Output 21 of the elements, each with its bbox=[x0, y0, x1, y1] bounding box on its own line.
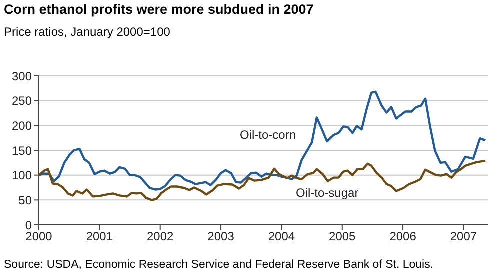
chart-title: Corn ethanol profits were more subdued in 2007 bbox=[4, 2, 314, 17]
source-note: Source: USDA, Economic Research Service and Federal Reserve Bank of St. Louis. bbox=[4, 259, 434, 271]
x-tick-label: 2005 bbox=[329, 230, 356, 244]
y-tick-label: 200 bbox=[12, 118, 32, 133]
x-tick-label: 2002 bbox=[147, 230, 174, 244]
y-tick-label: 100 bbox=[12, 168, 32, 183]
x-tick-label: 2004 bbox=[268, 230, 296, 244]
y-tick-label: 250 bbox=[12, 94, 32, 108]
line-series bbox=[39, 160, 487, 202]
chart-subtitle: Price ratios, January 2000=100 bbox=[4, 25, 170, 39]
y-tick-label: 150 bbox=[12, 144, 32, 158]
y-tick-label: 0 bbox=[25, 218, 32, 232]
x-tick-label: 2006 bbox=[390, 230, 417, 244]
x-tick-label: 2003 bbox=[208, 230, 235, 244]
series-label: Oil-to-corn bbox=[240, 128, 296, 142]
x-tick-label: 2007 bbox=[450, 230, 478, 244]
y-tick-label: 50 bbox=[18, 193, 32, 208]
series-label: Oil-to-sugar bbox=[296, 186, 359, 200]
y-tick-label: 300 bbox=[12, 69, 32, 84]
x-tick-label: 2001 bbox=[86, 230, 114, 244]
x-tick-label: 2000 bbox=[26, 230, 53, 244]
